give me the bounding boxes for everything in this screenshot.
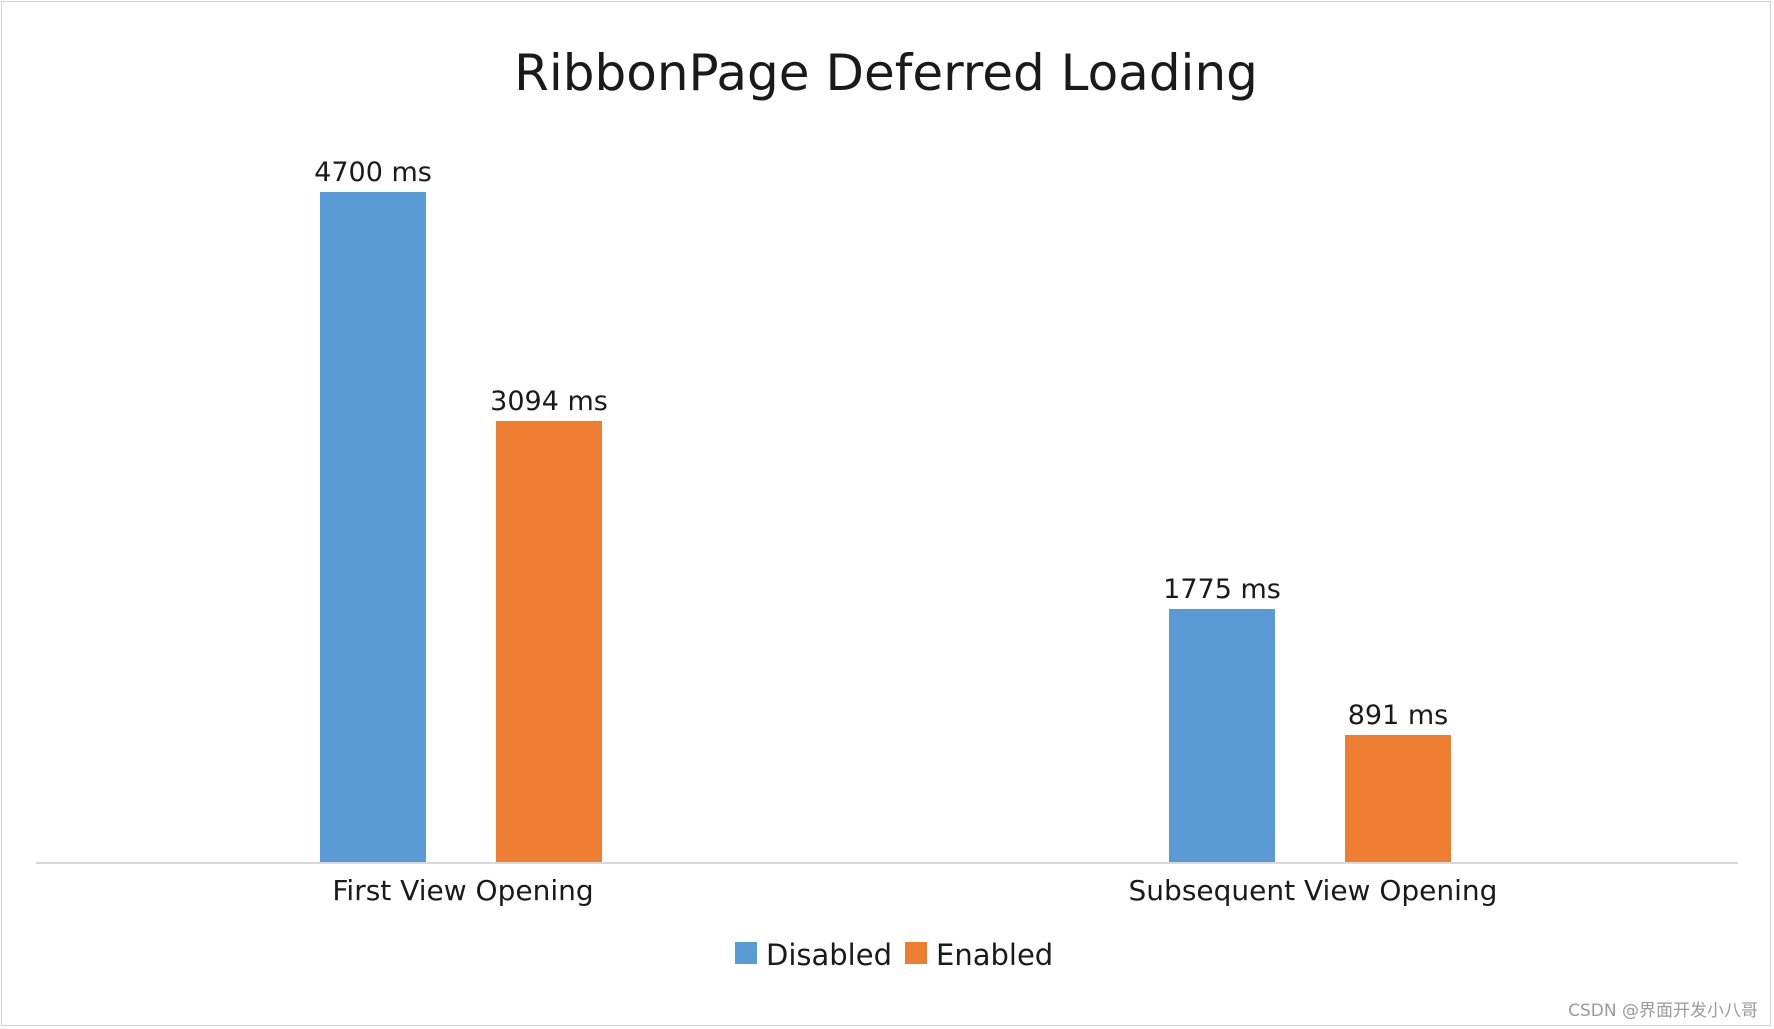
legend-label-disabled: Disabled	[766, 938, 892, 972]
legend-swatch-disabled	[735, 942, 757, 964]
data-label-enabled-subsequent-view-opening: 891 ms	[1348, 700, 1449, 731]
legend-swatch-enabled	[905, 942, 927, 964]
bar-enabled-subsequent-view-opening	[1345, 734, 1451, 862]
bar-enabled-first-view-opening	[496, 420, 602, 862]
data-label-enabled-first-view-opening: 3094 ms	[490, 386, 608, 417]
legend-label-enabled: Enabled	[936, 938, 1053, 972]
data-labels-layer: 4700 ms 1775 ms 3094 ms 891 ms	[314, 157, 1448, 731]
data-label-disabled-first-view-opening: 4700 ms	[314, 157, 432, 188]
category-label-first-view-opening: First View Opening	[332, 874, 593, 907]
chart-title: RibbonPage Deferred Loading	[514, 44, 1258, 102]
bars-layer	[320, 192, 1451, 862]
bar-disabled-first-view-opening	[320, 192, 426, 862]
watermark-text: CSDN @界面开发小八哥	[1568, 1001, 1758, 1021]
bar-disabled-subsequent-view-opening	[1169, 608, 1275, 862]
category-label-subsequent-view-opening: Subsequent View Opening	[1129, 874, 1498, 907]
legend: Disabled Enabled	[735, 938, 1053, 972]
data-label-disabled-subsequent-view-opening: 1775 ms	[1163, 574, 1281, 605]
